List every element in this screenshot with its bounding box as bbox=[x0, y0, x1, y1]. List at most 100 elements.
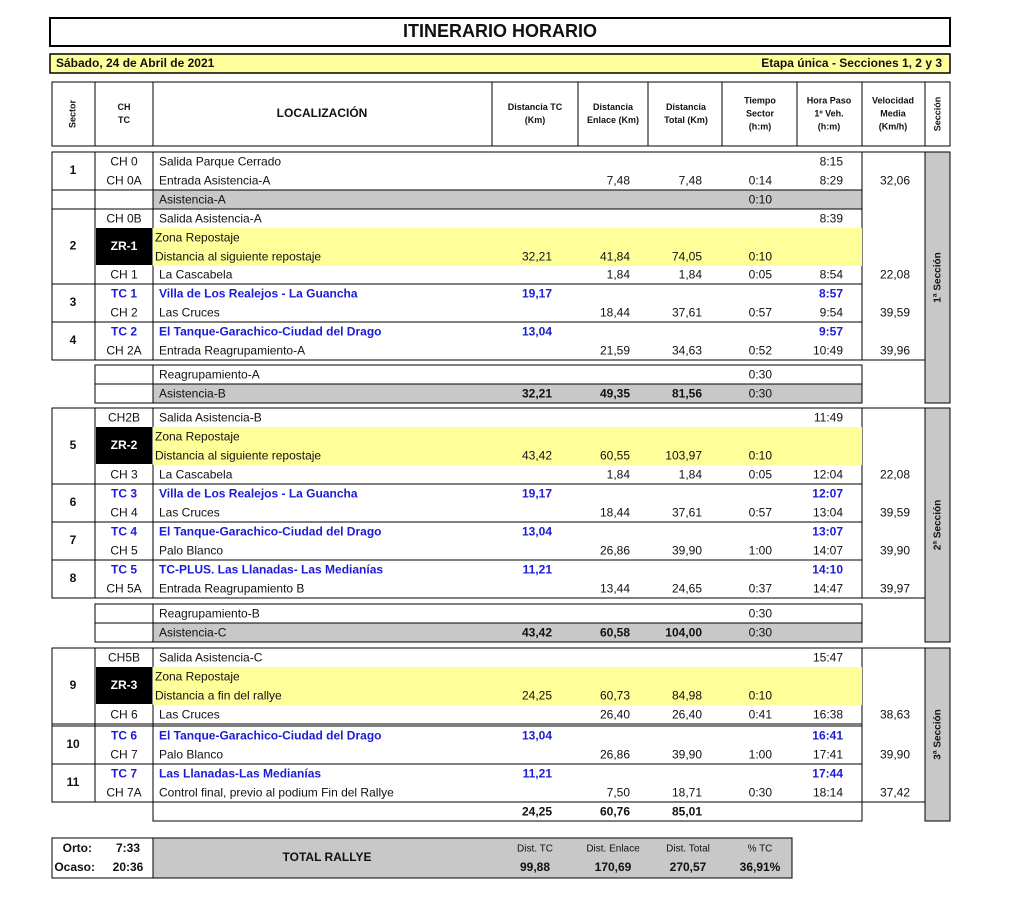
cell-tot: 18,71 bbox=[672, 786, 702, 800]
cell-ch: CH 1 bbox=[110, 268, 138, 282]
cell-loc: Palo Blanco bbox=[159, 544, 223, 558]
header-vel: (Km/h) bbox=[879, 121, 908, 131]
cell-loc: Asistencia-C bbox=[159, 626, 227, 640]
header-hora: (h:m) bbox=[818, 121, 841, 131]
cell-tc: 19,17 bbox=[522, 487, 552, 501]
cell-vel: 39,96 bbox=[880, 344, 910, 358]
cell-tot: 1,84 bbox=[679, 468, 703, 482]
cell-hora: 16:38 bbox=[813, 708, 843, 722]
title: ITINERARIO HORARIO bbox=[403, 21, 597, 41]
total-box bbox=[152, 837, 793, 879]
refuel-band bbox=[153, 446, 862, 465]
header-sector: Sector bbox=[67, 99, 77, 128]
cell-hora: 14:10 bbox=[812, 563, 843, 577]
header-vel: Velocidad bbox=[872, 95, 914, 105]
cell-loc: Palo Blanco bbox=[159, 748, 223, 762]
cell-time: 0:30 bbox=[749, 626, 773, 640]
cell-enl: 26,40 bbox=[600, 708, 630, 722]
cell-ch: TC 5 bbox=[111, 563, 137, 577]
cell-ch: CH 5A bbox=[106, 582, 141, 596]
cell-vel: 39,90 bbox=[880, 544, 910, 558]
cell-loc: Villa de Los Realejos - La Guancha bbox=[159, 287, 358, 301]
cell-tot: 37,61 bbox=[672, 306, 702, 320]
header-tot: Total (Km) bbox=[664, 115, 708, 125]
refuel-band bbox=[153, 228, 862, 247]
cell-tc: 13,04 bbox=[522, 325, 552, 339]
header-box bbox=[51, 81, 951, 147]
cell-loc: Salida Asistencia-B bbox=[159, 411, 262, 425]
header-section: Sección bbox=[932, 97, 942, 132]
cell-ch: TC 4 bbox=[111, 525, 137, 539]
header-time: Tiempo bbox=[744, 95, 776, 105]
sector-number: 1 bbox=[70, 163, 77, 177]
cell-hora: 8:39 bbox=[820, 212, 844, 226]
header-tc: Distancia TC bbox=[508, 102, 563, 112]
header-tot: Distancia bbox=[666, 102, 707, 112]
cell-enl: 18,44 bbox=[600, 306, 630, 320]
cell-hora: 8:57 bbox=[819, 287, 843, 301]
sector-number: 6 bbox=[70, 495, 77, 509]
cell-hora: 15:47 bbox=[813, 651, 843, 665]
cell-tc: 11,21 bbox=[523, 563, 553, 577]
cell-loc: La Cascabela bbox=[159, 268, 233, 282]
cell-time: 0:14 bbox=[749, 174, 773, 188]
ocaso-label: Ocaso: bbox=[54, 860, 95, 874]
cell-ch: CH 2A bbox=[106, 344, 141, 358]
cell-enl: 18,44 bbox=[600, 506, 630, 520]
cell-time: 0:57 bbox=[749, 506, 773, 520]
cell-loc: Villa de Los Realejos - La Guancha bbox=[159, 487, 358, 501]
cell-enl: 26,86 bbox=[600, 748, 630, 762]
cell-time: 1:00 bbox=[749, 748, 773, 762]
cell-enl: 21,59 bbox=[600, 344, 630, 358]
cell-time: 0:30 bbox=[749, 607, 773, 621]
cell-hora: 8:54 bbox=[820, 268, 844, 282]
cell-time: 0:41 bbox=[749, 708, 773, 722]
refuel-band bbox=[153, 667, 862, 686]
cell-time: 0:30 bbox=[749, 368, 773, 382]
zone-badge bbox=[96, 427, 152, 464]
section-cell bbox=[924, 647, 951, 822]
cell-hora: 18:14 bbox=[813, 786, 843, 800]
cell-hora: 8:15 bbox=[820, 155, 844, 169]
cell-vel: 22,08 bbox=[880, 268, 910, 282]
total-column-label: % TC bbox=[748, 844, 773, 855]
cell-loc: Distancia al siguiente repostaje bbox=[155, 449, 321, 463]
zone-label: ZR-2 bbox=[111, 438, 138, 452]
section-label: 1ª Sección bbox=[933, 252, 944, 302]
cell-ch: CH 7 bbox=[110, 748, 138, 762]
cell-loc: Asistencia-A bbox=[159, 193, 226, 207]
header-hora: Hora Paso bbox=[807, 95, 852, 105]
cell-enl: 7,50 bbox=[607, 786, 631, 800]
cell-ch: CH5B bbox=[108, 651, 140, 665]
cell-tc: 24,25 bbox=[522, 805, 552, 819]
cell-tot: 34,63 bbox=[672, 344, 702, 358]
cell-tc: 32,21 bbox=[522, 387, 552, 401]
refuel-band bbox=[153, 686, 862, 705]
cell-ch: CH 3 bbox=[110, 468, 138, 482]
cell-loc: Zona Repostaje bbox=[155, 670, 240, 684]
cell-tot: 37,61 bbox=[672, 506, 702, 520]
cell-time: 0:10 bbox=[749, 449, 773, 463]
cell-enl: 13,44 bbox=[600, 582, 630, 596]
cell-enl: 1,84 bbox=[607, 468, 631, 482]
cell-ch: TC 2 bbox=[111, 325, 137, 339]
cell-hora: 8:29 bbox=[820, 174, 844, 188]
header-enl: Distancia bbox=[593, 102, 634, 112]
cell-tot: 1,84 bbox=[679, 268, 703, 282]
cell-loc: Salida Asistencia-A bbox=[159, 212, 262, 226]
cell-ch: TC 6 bbox=[111, 729, 137, 743]
cell-hora: 11:49 bbox=[814, 411, 843, 425]
cell-loc: Distancia a fin del rallye bbox=[155, 689, 282, 703]
cell-time: 0:57 bbox=[749, 306, 773, 320]
cell-hora: 16:41 bbox=[812, 729, 843, 743]
cell-enl: 49,35 bbox=[600, 387, 630, 401]
cell-loc: Asistencia-B bbox=[159, 387, 226, 401]
cell-vel: 39,59 bbox=[880, 506, 910, 520]
cell-vel: 39,59 bbox=[880, 306, 910, 320]
cell-tc: 32,21 bbox=[522, 250, 552, 264]
cell-loc: Salida Parque Cerrado bbox=[159, 155, 281, 169]
header-time: (h:m) bbox=[749, 121, 772, 131]
total-column-value: 36,91% bbox=[740, 860, 781, 874]
cell-vel: 37,42 bbox=[880, 786, 910, 800]
cell-ch: CH 0B bbox=[106, 212, 141, 226]
